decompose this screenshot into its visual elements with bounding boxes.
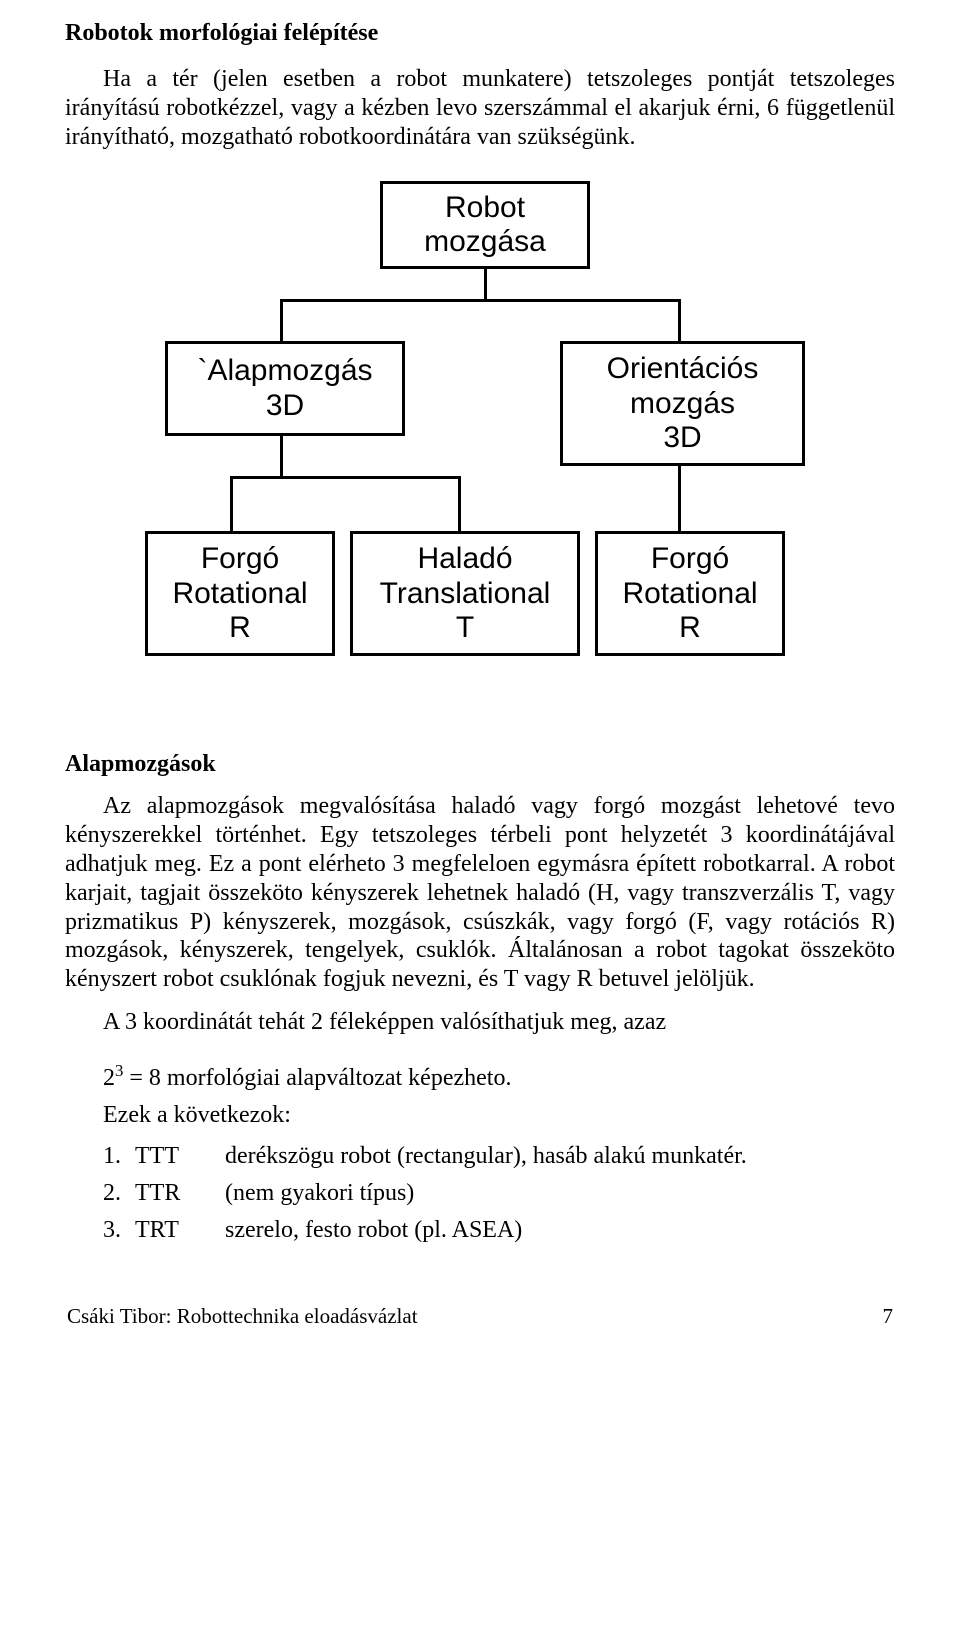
list-item-number: 1. (103, 1143, 135, 1170)
diagram-node-label: Forgó (201, 542, 279, 577)
list-item: 1. TTT derékszögu robot (rectangular), h… (103, 1143, 895, 1170)
list-item-number: 2. (103, 1180, 135, 1207)
diagram-connector (230, 476, 233, 531)
diagram-node-label: R (229, 611, 251, 646)
list-item-code: TTT (135, 1143, 225, 1170)
diagram-node-label: 3D (266, 389, 304, 424)
diagram-node-label: Orientációs (607, 352, 759, 387)
diagram-connector (484, 269, 487, 299)
diagram-node-root: Robot mozgása (380, 181, 590, 269)
diagram-connector (678, 299, 681, 341)
diagram-node-label: 3D (663, 421, 701, 456)
list-item: 2. TTR (nem gyakori típus) (103, 1180, 895, 1207)
list-item-desc: derékszögu robot (rectangular), hasáb al… (225, 1143, 747, 1170)
page-footer: Csáki Tibor: Robottechnika eloadásvázlat… (65, 1304, 895, 1329)
diagram-connector (280, 436, 283, 476)
diagram-node-label: T (456, 611, 474, 646)
diagram-node-basic-motion: `Alapmozgás 3D (165, 341, 405, 436)
diagram-node-label: mozgása (424, 225, 546, 260)
diagram-node-label: R (679, 611, 701, 646)
list-item-code: TRT (135, 1217, 225, 1244)
diagram-connector (280, 299, 680, 302)
diagram-node-label: Rotational (622, 577, 757, 612)
diagram-connector (230, 476, 460, 479)
list-item-desc: szerelo, festo robot (pl. ASEA) (225, 1217, 522, 1244)
diagram-node-label: Translational (380, 577, 551, 612)
diagram-node-label: mozgás (630, 387, 735, 422)
list-item-code: TTR (135, 1180, 225, 1207)
diagram-connector (280, 299, 283, 341)
list-item: 3. TRT szerelo, festo robot (pl. ASEA) (103, 1217, 895, 1244)
formula-line: 23 = 8 morfológiai alapváltozat képezhet… (103, 1061, 895, 1092)
list-item-number: 3. (103, 1217, 135, 1244)
diagram-node-leaf-rotational-2: Forgó Rotational R (595, 531, 785, 656)
diagram-node-label: Forgó (651, 542, 729, 577)
diagram-node-label: `Alapmozgás (197, 354, 372, 389)
diagram-node-leaf-rotational-1: Forgó Rotational R (145, 531, 335, 656)
body-paragraph-1: Az alapmozgások megvalósítása haladó vag… (65, 792, 895, 994)
body-paragraph-2: A 3 koordinátát tehát 2 féleképpen valós… (65, 1008, 895, 1037)
diagram-node-label: Haladó (417, 542, 512, 577)
footer-text: Csáki Tibor: Robottechnika eloadásvázlat (67, 1304, 418, 1329)
page-number: 7 (883, 1304, 894, 1329)
intro-paragraph: Ha a tér (jelen esetben a robot munkater… (65, 65, 895, 151)
page-title: Robotok morfológiai felépítése (65, 20, 895, 47)
diagram-node-label: Rotational (172, 577, 307, 612)
formula-tail: = 8 morfológiai alapváltozat képezheto. (123, 1065, 511, 1091)
diagram-connector (458, 476, 461, 531)
formula-base: 2 (103, 1065, 115, 1091)
type-list: 1. TTT derékszögu robot (rectangular), h… (103, 1143, 895, 1244)
diagram-node-orientation-motion: Orientációs mozgás 3D (560, 341, 805, 466)
diagram-node-leaf-translational: Haladó Translational T (350, 531, 580, 656)
hierarchy-diagram: Robot mozgása `Alapmozgás 3D Orientációs… (130, 181, 830, 701)
diagram-connector (678, 466, 681, 531)
list-item-desc: (nem gyakori típus) (225, 1180, 414, 1207)
section-heading: Alapmozgások (65, 751, 895, 778)
diagram-node-label: Robot (445, 191, 525, 226)
list-intro: Ezek a következok: (103, 1102, 895, 1129)
